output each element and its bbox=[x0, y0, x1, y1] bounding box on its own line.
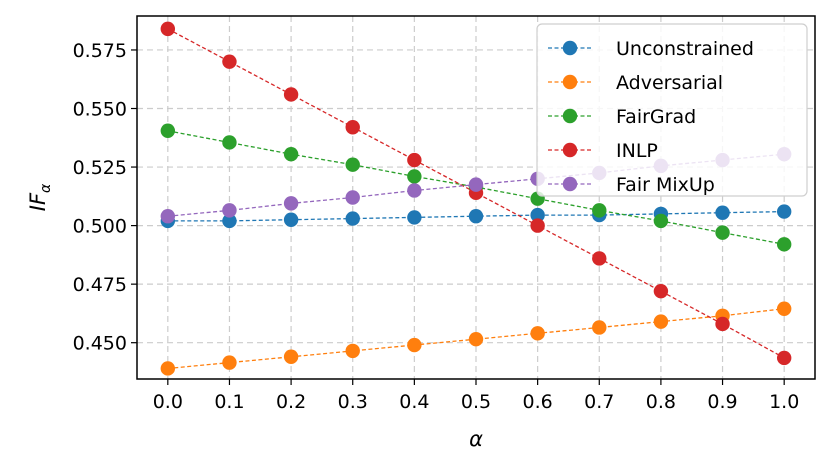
data-point bbox=[653, 314, 669, 329]
x-axis-label: α bbox=[469, 427, 483, 451]
data-point bbox=[407, 183, 422, 198]
data-point bbox=[407, 169, 422, 184]
legend-label: Fair MixUp bbox=[616, 174, 715, 196]
data-point bbox=[160, 123, 176, 138]
data-point bbox=[160, 361, 176, 376]
data-point bbox=[715, 205, 730, 220]
data-point bbox=[715, 316, 730, 332]
legend-marker bbox=[562, 142, 578, 158]
data-point bbox=[345, 211, 360, 226]
legend-marker bbox=[562, 40, 578, 56]
data-point bbox=[345, 120, 360, 135]
data-point bbox=[283, 146, 299, 162]
y-tick-label: 0.475 bbox=[73, 274, 127, 296]
data-point bbox=[715, 225, 730, 240]
data-point bbox=[283, 87, 299, 102]
series-line-3 bbox=[167, 28, 785, 359]
legend-marker bbox=[562, 176, 578, 192]
data-point bbox=[222, 203, 237, 218]
data-point bbox=[530, 326, 545, 341]
x-tick-label: 0.3 bbox=[338, 391, 368, 413]
data-point bbox=[345, 343, 360, 359]
data-point bbox=[222, 135, 237, 150]
legend-label: FairGrad bbox=[616, 106, 696, 128]
data-point bbox=[776, 237, 792, 252]
x-tick-label: 0.9 bbox=[707, 391, 737, 413]
data-point bbox=[776, 301, 792, 316]
y-axis-label-main: IF bbox=[26, 192, 50, 211]
y-tick-label: 0.500 bbox=[73, 216, 127, 238]
x-tick-label: 0.2 bbox=[276, 391, 306, 413]
data-point bbox=[776, 204, 792, 219]
data-point bbox=[592, 251, 607, 266]
x-tick-label: 0.5 bbox=[461, 391, 491, 413]
data-point bbox=[283, 196, 299, 211]
data-point bbox=[468, 331, 484, 347]
data-point bbox=[407, 337, 422, 353]
data-point bbox=[776, 350, 792, 366]
y-axis-label-sub: α bbox=[38, 183, 54, 193]
legend-label: Unconstrained bbox=[616, 38, 754, 60]
data-point bbox=[345, 157, 360, 172]
y-tick-label: 0.450 bbox=[73, 333, 127, 355]
legend-box bbox=[536, 23, 808, 197]
data-point bbox=[345, 190, 360, 205]
data-point bbox=[530, 207, 545, 223]
y-tick-label: 0.525 bbox=[73, 157, 127, 179]
data-point bbox=[592, 320, 607, 335]
series-line-1 bbox=[167, 308, 785, 370]
legend-label: INLP bbox=[616, 140, 658, 162]
x-tick-label: 0.1 bbox=[214, 391, 244, 413]
x-axis: 0.0 0.1 0.2 0.3 0.4 0.5 0.6 0.7 0.8 0.9 1.0 bbox=[153, 379, 799, 413]
x-tick-label: 0.6 bbox=[523, 391, 553, 413]
y-axis: 0.450 0.475 0.500 0.525 0.550 0.575 bbox=[73, 40, 137, 355]
data-point bbox=[160, 209, 176, 224]
data-point bbox=[530, 218, 545, 233]
data-point bbox=[468, 177, 484, 192]
data-point bbox=[283, 349, 299, 364]
x-tick-label: 0.7 bbox=[584, 391, 614, 413]
data-point bbox=[222, 54, 237, 69]
data-point bbox=[653, 283, 669, 299]
legend-marker bbox=[562, 74, 578, 90]
legend: Unconstrained Adversarial FairGrad INLP Fair… bbox=[536, 23, 808, 197]
y-tick-label: 0.550 bbox=[73, 99, 127, 121]
data-point bbox=[653, 213, 669, 229]
x-tick-label: 1.0 bbox=[769, 391, 799, 413]
data-point bbox=[407, 210, 422, 225]
x-tick-label: 0.8 bbox=[646, 391, 676, 413]
data-point bbox=[222, 355, 237, 370]
x-tick-label: 0.4 bbox=[399, 391, 429, 413]
data-point bbox=[160, 21, 176, 37]
y-tick-label: 0.575 bbox=[73, 40, 127, 62]
legend-label: Adversarial bbox=[616, 72, 723, 94]
x-tick-label: 0.0 bbox=[153, 391, 183, 413]
data-point bbox=[283, 212, 299, 227]
data-point bbox=[592, 203, 607, 218]
data-point bbox=[222, 213, 237, 229]
data-point bbox=[407, 152, 422, 168]
data-point bbox=[468, 209, 484, 224]
y-axis-label: IFα bbox=[26, 183, 54, 211]
legend-marker bbox=[562, 108, 578, 124]
